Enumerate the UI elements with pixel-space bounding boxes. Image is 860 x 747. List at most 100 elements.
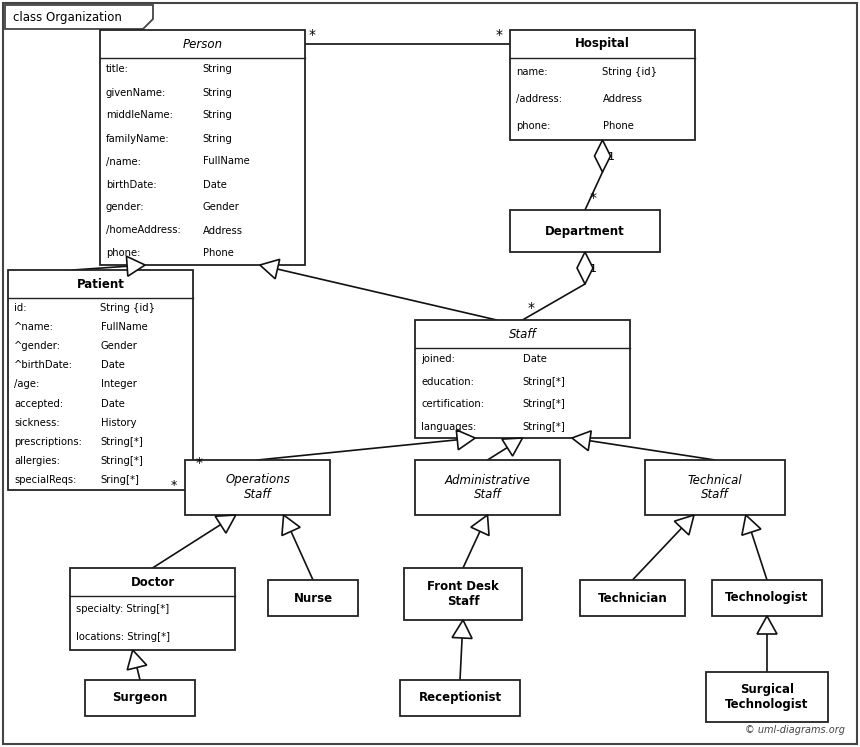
- Text: Receptionist: Receptionist: [419, 692, 501, 704]
- Text: phone:: phone:: [516, 121, 550, 131]
- Text: Nurse: Nurse: [293, 592, 333, 604]
- Polygon shape: [215, 515, 236, 533]
- Text: String: String: [202, 87, 232, 98]
- Bar: [85, 680, 195, 716]
- Bar: [100, 30, 305, 265]
- Text: String: String: [202, 64, 232, 75]
- Text: String[*]: String[*]: [523, 376, 565, 387]
- Text: Technical
Staff: Technical Staff: [688, 474, 742, 501]
- Text: languages:: languages:: [421, 422, 476, 432]
- Text: String: String: [202, 111, 232, 120]
- Text: 1: 1: [607, 152, 615, 162]
- Text: allergies:: allergies:: [14, 456, 60, 466]
- Polygon shape: [502, 438, 523, 456]
- Bar: [415, 320, 630, 438]
- Text: Address: Address: [603, 94, 642, 104]
- Bar: [510, 210, 660, 252]
- Bar: [706, 672, 828, 722]
- Text: Department: Department: [545, 225, 625, 238]
- Bar: [510, 30, 695, 140]
- Text: Front Desk
Staff: Front Desk Staff: [427, 580, 499, 608]
- Text: © uml-diagrams.org: © uml-diagrams.org: [745, 725, 845, 735]
- Text: Date: Date: [202, 179, 226, 190]
- Text: birthDate:: birthDate:: [106, 179, 157, 190]
- Text: FullName: FullName: [101, 322, 147, 332]
- Text: ^name:: ^name:: [14, 322, 54, 332]
- Text: specialReqs:: specialReqs:: [14, 475, 77, 486]
- Text: FullName: FullName: [202, 157, 249, 167]
- Polygon shape: [452, 620, 472, 639]
- Text: Gender: Gender: [101, 341, 138, 351]
- Text: ^birthDate:: ^birthDate:: [14, 360, 73, 371]
- Text: String[*]: String[*]: [101, 456, 144, 466]
- Polygon shape: [757, 616, 777, 634]
- Bar: [8, 270, 193, 490]
- Bar: [580, 580, 685, 616]
- Text: locations: String[*]: locations: String[*]: [76, 631, 170, 642]
- Polygon shape: [282, 515, 300, 536]
- Text: gender:: gender:: [106, 202, 144, 212]
- Bar: [645, 460, 785, 515]
- Text: *: *: [171, 480, 177, 492]
- Text: prescriptions:: prescriptions:: [14, 437, 82, 447]
- Polygon shape: [471, 515, 489, 536]
- Polygon shape: [126, 256, 145, 276]
- Bar: [185, 460, 330, 515]
- Text: name:: name:: [516, 66, 548, 77]
- Text: String[*]: String[*]: [101, 437, 144, 447]
- Bar: [400, 680, 520, 716]
- Text: 1: 1: [590, 264, 597, 274]
- Polygon shape: [742, 515, 761, 535]
- Text: *: *: [496, 28, 503, 42]
- Bar: [404, 568, 522, 620]
- Text: Patient: Patient: [77, 277, 125, 291]
- Text: String {id}: String {id}: [603, 66, 658, 77]
- Text: joined:: joined:: [421, 354, 455, 365]
- Bar: [70, 568, 235, 650]
- Text: middleName:: middleName:: [106, 111, 173, 120]
- Text: Technologist: Technologist: [725, 592, 808, 604]
- Text: title:: title:: [106, 64, 129, 75]
- Text: id:: id:: [14, 303, 27, 312]
- Text: ^gender:: ^gender:: [14, 341, 61, 351]
- Text: certification:: certification:: [421, 399, 484, 409]
- Polygon shape: [594, 140, 611, 172]
- Text: Operations
Staff: Operations Staff: [225, 474, 290, 501]
- Text: String[*]: String[*]: [523, 399, 565, 409]
- Text: Phone: Phone: [202, 249, 233, 258]
- Bar: [415, 460, 560, 515]
- Text: Date: Date: [101, 360, 125, 371]
- Text: Technician: Technician: [598, 592, 667, 604]
- Polygon shape: [457, 430, 476, 450]
- Text: Hospital: Hospital: [575, 37, 630, 51]
- Text: Administrative
Staff: Administrative Staff: [445, 474, 531, 501]
- Text: *: *: [196, 456, 203, 470]
- Text: Surgeon: Surgeon: [113, 692, 168, 704]
- Text: specialty: String[*]: specialty: String[*]: [76, 604, 169, 615]
- Text: Gender: Gender: [202, 202, 239, 212]
- Text: String[*]: String[*]: [523, 422, 565, 432]
- Text: Surgical
Technologist: Surgical Technologist: [725, 683, 808, 711]
- Text: Doctor: Doctor: [131, 575, 175, 589]
- Text: *: *: [590, 191, 597, 205]
- Text: /address:: /address:: [516, 94, 562, 104]
- Text: Integer: Integer: [101, 379, 137, 389]
- Text: accepted:: accepted:: [14, 399, 63, 409]
- Polygon shape: [5, 5, 153, 29]
- Text: Person: Person: [182, 37, 223, 51]
- Text: *: *: [527, 301, 535, 315]
- Text: String {id}: String {id}: [101, 303, 156, 312]
- Text: familyName:: familyName:: [106, 134, 169, 143]
- Text: phone:: phone:: [106, 249, 140, 258]
- Text: *: *: [309, 28, 316, 42]
- Polygon shape: [674, 515, 694, 535]
- Text: Address: Address: [202, 226, 243, 235]
- Bar: [268, 580, 358, 616]
- Text: /homeAddress:: /homeAddress:: [106, 226, 181, 235]
- Bar: [712, 580, 822, 616]
- Polygon shape: [260, 259, 280, 279]
- Text: Date: Date: [523, 354, 546, 365]
- Text: Staff: Staff: [508, 327, 537, 341]
- Polygon shape: [572, 431, 592, 450]
- Text: sickness:: sickness:: [14, 418, 59, 428]
